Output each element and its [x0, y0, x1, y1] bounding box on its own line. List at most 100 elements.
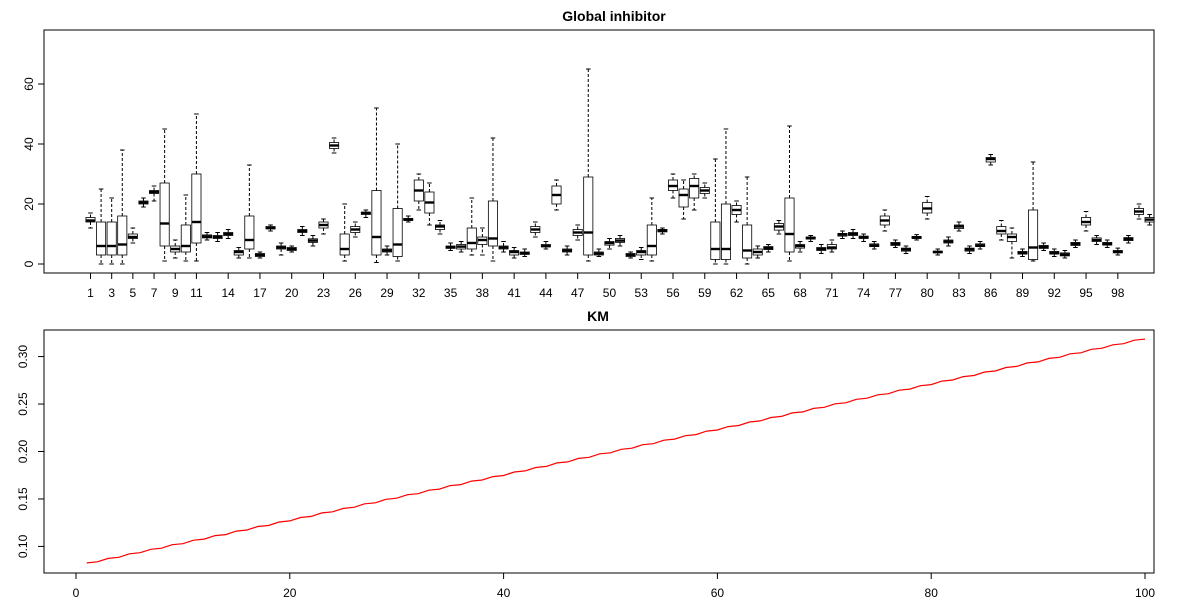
- x-tick-label: 65: [762, 286, 776, 300]
- y-tick-label: 0: [22, 260, 36, 267]
- km-series-line-0: [86, 338, 1146, 564]
- box-58: [689, 173, 700, 211]
- box-24: [329, 137, 340, 154]
- box-9: [170, 239, 181, 259]
- box-4: [117, 149, 128, 265]
- boxplot-frame: [43, 29, 1155, 274]
- box-95: [1081, 211, 1092, 232]
- y-tick-label: 0.10: [16, 534, 30, 558]
- box-21: [297, 226, 308, 236]
- box-92: [1049, 248, 1060, 257]
- box-90: [1028, 161, 1039, 262]
- x-tick-label: 98: [1111, 286, 1125, 300]
- box-body: [96, 221, 107, 256]
- x-tick-label: 41: [507, 286, 521, 300]
- box-26: [350, 221, 361, 238]
- box-20: [286, 245, 297, 253]
- box-66: [773, 220, 784, 235]
- box-body: [191, 173, 202, 244]
- box-52: [625, 251, 636, 259]
- x-tick-label: 38: [476, 286, 490, 300]
- box-body: [720, 203, 731, 260]
- box-38: [477, 227, 488, 256]
- km-marks: [86, 338, 1146, 564]
- x-tick-label: 62: [730, 286, 744, 300]
- km-title: KM: [587, 308, 609, 324]
- box-body: [784, 197, 795, 253]
- x-tick-label: 80: [925, 586, 939, 600]
- x-tick-label: 9: [172, 286, 179, 300]
- box-6: [138, 197, 149, 208]
- x-tick-label: 3: [108, 286, 115, 300]
- box-body: [1028, 209, 1039, 260]
- box-23: [318, 218, 329, 235]
- box-12: [201, 232, 212, 241]
- box-77: [890, 239, 901, 248]
- box-83: [953, 221, 964, 232]
- box-body: [487, 200, 498, 247]
- box-17: [254, 251, 265, 259]
- boxplot-title: Global inhibitor: [562, 8, 666, 24]
- box-51: [615, 235, 626, 247]
- box-73: [848, 229, 859, 239]
- box-49: [593, 248, 604, 257]
- x-tick-label: 20: [285, 286, 299, 300]
- y-tick-label: 40: [22, 137, 36, 151]
- box-70: [816, 244, 827, 254]
- y-tick-label: 20: [22, 197, 36, 211]
- box-85: [975, 241, 986, 250]
- x-tick-label: 23: [317, 286, 331, 300]
- box-87: [996, 220, 1007, 241]
- box-59: [699, 182, 710, 199]
- box-11: [191, 113, 202, 262]
- box-29: [382, 245, 393, 256]
- x-tick-label: 14: [222, 286, 236, 300]
- x-tick-label: 11: [190, 286, 203, 300]
- box-22: [307, 235, 318, 247]
- box-63: [742, 176, 753, 265]
- box-39: [487, 137, 498, 262]
- km-panel: KM 0.10 0.15 0.20 0.25 0.30 0 20 40 60 80 100: [16, 308, 1155, 600]
- box-62: [731, 200, 742, 223]
- box-69: [805, 235, 816, 242]
- x-tick-label: 60: [711, 586, 725, 600]
- box-99: [1123, 235, 1134, 244]
- box-89: [1017, 248, 1028, 257]
- box-86: [985, 154, 996, 166]
- box-32: [413, 173, 424, 211]
- box-44: [540, 241, 551, 250]
- y-tick-label: 0.20: [16, 439, 30, 463]
- box-14: [223, 229, 234, 239]
- boxplot-marks: [85, 68, 1155, 265]
- box-33: [424, 182, 435, 226]
- box-body: [106, 221, 117, 256]
- x-tick-label: 74: [857, 286, 871, 300]
- box-53: [636, 247, 647, 260]
- box-76: [879, 209, 890, 232]
- box-40: [498, 241, 509, 253]
- box-2: [96, 188, 107, 265]
- box-88: [1006, 227, 1017, 259]
- box-3: [106, 197, 117, 265]
- x-tick-label: 0: [73, 586, 80, 600]
- box-91: [1038, 242, 1049, 251]
- boxplot-y-axis: 0 20 40 60: [22, 77, 44, 267]
- box-46: [562, 245, 573, 256]
- box-41: [509, 247, 520, 259]
- x-tick-label: 26: [349, 286, 363, 300]
- km-y-axis: 0.10 0.15 0.20 0.25 0.30: [16, 345, 44, 558]
- box-body: [710, 221, 721, 260]
- box-98: [1112, 247, 1123, 256]
- x-tick-label: 47: [571, 286, 585, 300]
- box-47: [572, 224, 583, 241]
- x-tick-label: 100: [1135, 586, 1155, 600]
- box-55: [657, 227, 668, 235]
- box-body: [159, 182, 170, 247]
- box-15: [233, 247, 244, 259]
- x-tick-label: 68: [793, 286, 807, 300]
- box-84: [964, 245, 975, 254]
- x-tick-label: 40: [497, 586, 511, 600]
- box-82: [943, 236, 954, 247]
- box-30: [392, 143, 403, 262]
